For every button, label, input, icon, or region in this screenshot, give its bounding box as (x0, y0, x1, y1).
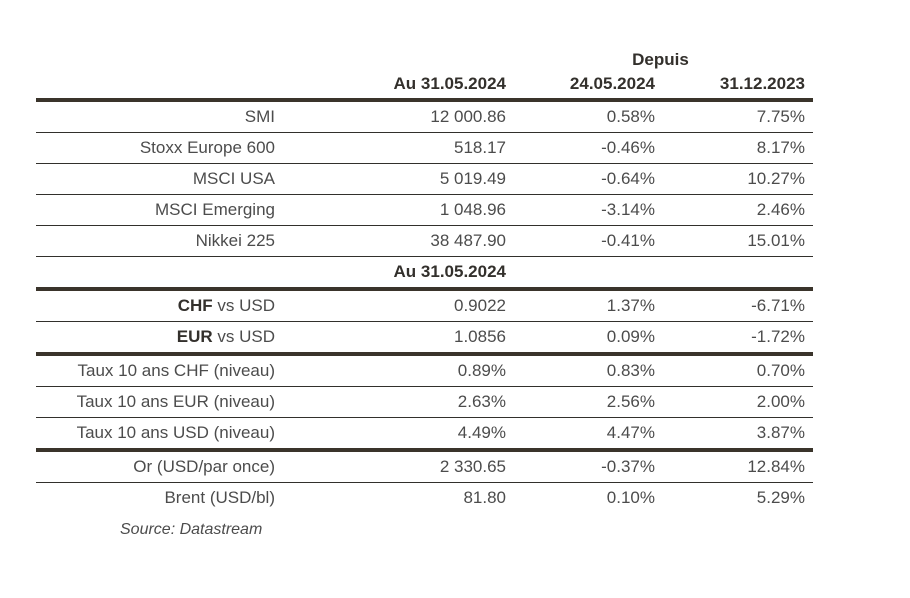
table-row-subheader: Au 31.05.2024 (36, 256, 813, 291)
value-since-2: 7.75% (657, 100, 813, 133)
row-label: SMI (36, 100, 277, 133)
value-since-2: -6.71% (657, 289, 813, 322)
value-since-2: 15.01% (657, 225, 813, 257)
value-since-1: 1.37% (508, 289, 657, 322)
table-row-msci-emerging: MSCI Emerging 1 048.96 -3.14% 2.46% (36, 194, 813, 226)
table-row-column-headers: Au 31.05.2024 24.05.2024 31.12.2023 (36, 70, 813, 102)
value-since-2: 2.00% (657, 386, 813, 418)
empty-cell (508, 256, 657, 291)
row-label: MSCI Emerging (36, 194, 277, 226)
value-au: 518.17 (277, 132, 508, 164)
row-label-bold: CHF (177, 296, 213, 315)
value-au: 1 048.96 (277, 194, 508, 226)
empty-cell (36, 70, 277, 102)
col-header-au: Au 31.05.2024 (277, 70, 508, 102)
table-row-smi: SMI 12 000.86 0.58% 7.75% (36, 100, 813, 133)
row-label-text: vs USD (212, 296, 275, 315)
table-row-msci-usa: MSCI USA 5 019.49 -0.64% 10.27% (36, 163, 813, 195)
value-au: 38 487.90 (277, 225, 508, 257)
row-label: Taux 10 ans USD (niveau) (36, 417, 277, 452)
row-label-text: Taux 10 ans USD (niveau) (76, 423, 275, 442)
source-note: Source: Datastream (120, 521, 263, 538)
value-au: 5 019.49 (277, 163, 508, 195)
value-since-2: -1.72% (657, 321, 813, 356)
value-au: 2 330.65 (277, 450, 508, 483)
row-label-text: vs USD (212, 327, 275, 346)
value-since-1: -3.14% (508, 194, 657, 226)
value-au: 0.9022 (277, 289, 508, 322)
table-row-chf-usd: CHF vs USD 0.9022 1.37% -6.71% (36, 289, 813, 322)
empty-cell (36, 44, 277, 70)
value-au: 81.80 (463, 488, 506, 507)
row-label-text: Taux 10 ans CHF (niveau) (77, 361, 275, 380)
value-au: 12 000.86 (277, 100, 508, 133)
value-since-1: -0.41% (508, 225, 657, 257)
value-since-2: 12.84% (657, 450, 813, 483)
row-label: Taux 10 ans CHF (niveau) (36, 354, 277, 387)
value-since-1: 0.09% (508, 321, 657, 356)
table-row-brent: Brent (USD/bl) 81.80 0.10% 5.29% (36, 483, 813, 514)
row-label: MSCI USA (36, 163, 277, 195)
row-label-text: Taux 10 ans EUR (niveau) (76, 392, 275, 411)
value-au: 4.49% (277, 417, 508, 452)
row-label: CHF vs USD (36, 289, 277, 322)
row-label: EUR vs USD (36, 321, 277, 356)
value-since-2: 2.46% (657, 194, 813, 226)
value-au: 0.89% (277, 354, 508, 387)
value-since-1: -0.64% (508, 163, 657, 195)
value-since-1: 0.83% (508, 354, 657, 387)
col-header-since-2: 31.12.2023 (657, 70, 813, 102)
row-label: Stoxx Europe 600 (36, 132, 277, 164)
table-row-taux-usd: Taux 10 ans USD (niveau) 4.49% 4.47% 3.8… (36, 417, 813, 452)
table-row-eur-usd: EUR vs USD 1.0856 0.09% -1.72% (36, 321, 813, 356)
row-label-text: Brent (USD/bl) (164, 488, 275, 507)
value-since-1: 0.10% (606, 488, 655, 507)
value-since-1: -0.46% (508, 132, 657, 164)
empty-cell (36, 256, 277, 291)
depuis-super-header: Depuis (632, 50, 689, 69)
value-since-2: 5.29% (756, 488, 805, 507)
value-since-1: 0.58% (508, 100, 657, 133)
row-label-text: Or (USD/par once) (133, 457, 275, 476)
row-label-text: Stoxx Europe 600 (139, 138, 275, 157)
row-label: Taux 10 ans EUR (niveau) (36, 386, 277, 418)
value-since-2: 3.87% (657, 417, 813, 452)
row-label-bold: EUR (176, 327, 213, 346)
value-since-1: 4.47% (508, 417, 657, 452)
value-since-2: 10.27% (657, 163, 813, 195)
col-header-since-1: 24.05.2024 (508, 70, 657, 102)
row-label-text: MSCI USA (192, 169, 275, 188)
value-since-2: 0.70% (657, 354, 813, 387)
empty-cell (657, 256, 813, 291)
row-label: Nikkei 225 (36, 225, 277, 257)
table-row-nikkei: Nikkei 225 38 487.90 -0.41% 15.01% (36, 225, 813, 257)
table-row-stoxx: Stoxx Europe 600 518.17 -0.46% 8.17% (36, 132, 813, 164)
table-row-taux-eur: Taux 10 ans EUR (niveau) 2.63% 2.56% 2.0… (36, 386, 813, 418)
value-since-2: 8.17% (657, 132, 813, 164)
row-label: Or (USD/par once) (36, 450, 277, 483)
row-label-text: MSCI Emerging (155, 200, 275, 219)
row-label-text: SMI (244, 107, 275, 126)
row-label-text: Nikkei 225 (195, 231, 275, 250)
value-since-1: -0.37% (508, 450, 657, 483)
empty-cell (277, 44, 508, 70)
table-row-source: Source: Datastream (36, 513, 813, 547)
table-row-or: Or (USD/par once) 2 330.65 -0.37% 12.84% (36, 450, 813, 483)
table-row-taux-chf: Taux 10 ans CHF (niveau) 0.89% 0.83% 0.7… (36, 354, 813, 387)
subheader-au: Au 31.05.2024 (277, 256, 508, 291)
value-since-1: 2.56% (508, 386, 657, 418)
market-data-table: Depuis Au 31.05.2024 24.05.2024 31.12.20… (36, 44, 813, 547)
row-label: Brent (USD/bl) (36, 483, 277, 514)
table-row-depuis-header: Depuis (36, 44, 813, 70)
market-data-table-container: Depuis Au 31.05.2024 24.05.2024 31.12.20… (36, 44, 813, 547)
value-au: 2.63% (277, 386, 508, 418)
value-au: 1.0856 (277, 321, 508, 356)
